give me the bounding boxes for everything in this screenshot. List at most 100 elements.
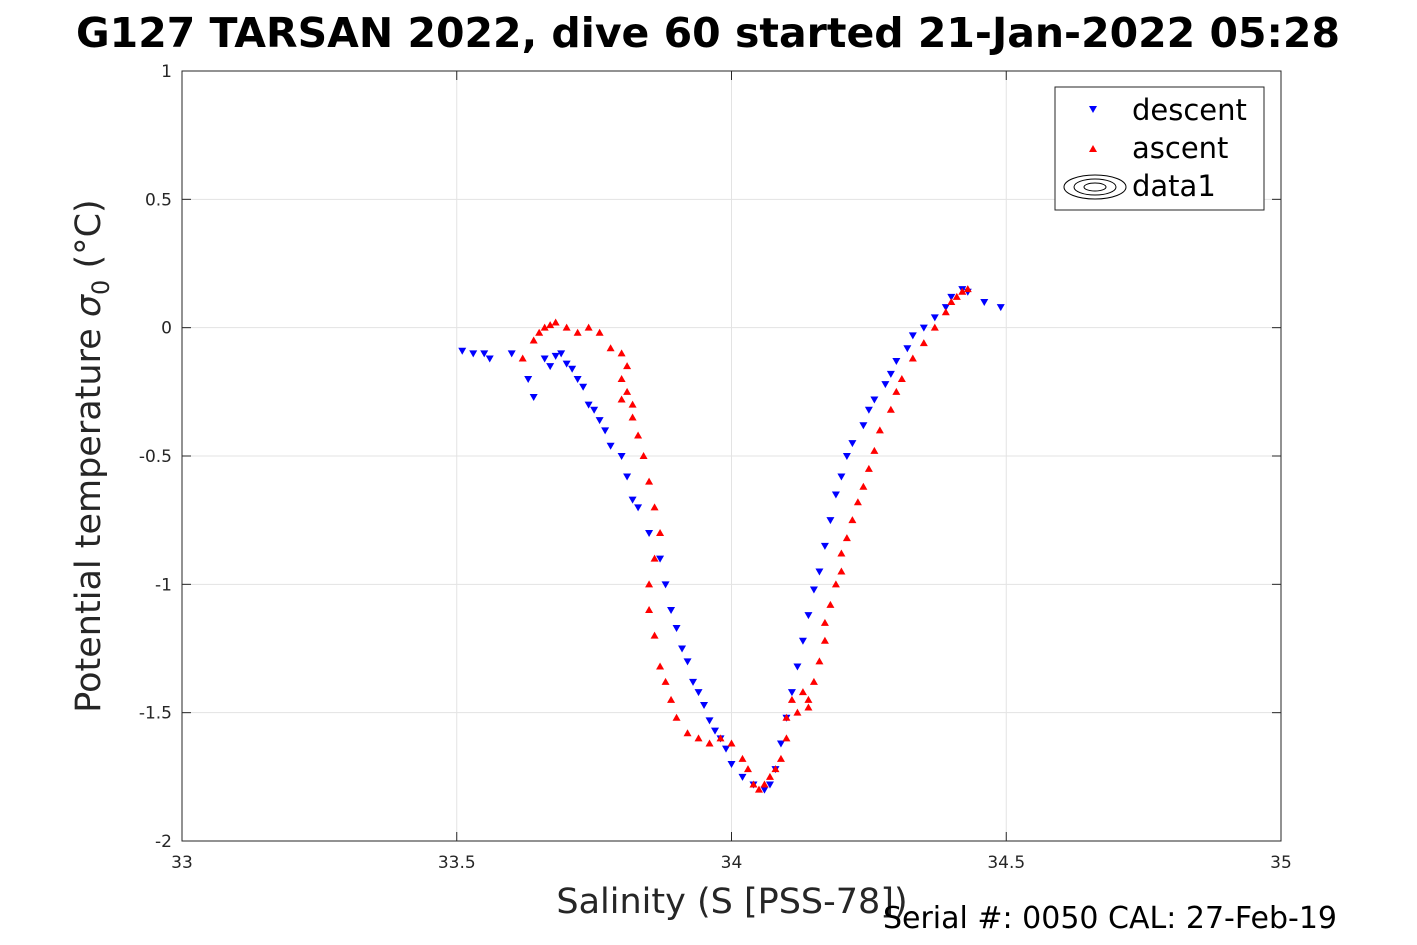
ascent-point	[870, 446, 879, 454]
ascent-point	[831, 580, 840, 588]
descent-point	[529, 393, 538, 401]
descent-point	[645, 530, 654, 537]
legend-data1-marker	[1063, 174, 1127, 200]
y-tick-label: 0	[161, 319, 172, 339]
ascent-point	[908, 354, 917, 362]
ascent-point	[804, 695, 813, 703]
descent-point	[947, 293, 956, 301]
ascent-point	[848, 516, 857, 524]
descent-point	[711, 727, 720, 735]
descent-point	[815, 568, 824, 576]
ascent-point	[639, 452, 648, 459]
x-tick-label: 34	[721, 853, 743, 873]
descent-point	[485, 355, 494, 363]
legend-ascent-marker	[1089, 145, 1097, 152]
descent-point	[837, 473, 846, 481]
ascent-point	[628, 400, 637, 408]
ascent-point	[606, 344, 615, 352]
legend-data1-label: data1	[1132, 169, 1216, 203]
descent-point	[826, 517, 835, 525]
ascent-point	[864, 464, 873, 472]
x-tick-label: 35	[1270, 853, 1292, 873]
ascent-point	[617, 349, 626, 357]
ascent-point	[683, 729, 692, 737]
serial-calibration-note: Serial #: 0050 CAL: 27-Feb-19	[883, 901, 1337, 936]
descent-point	[886, 370, 895, 378]
ascent-point	[650, 554, 659, 562]
descent-point	[672, 624, 681, 632]
legend[interactable]: descent ascent data1	[1054, 86, 1265, 211]
descent-point	[480, 350, 489, 358]
descent-point	[507, 350, 516, 358]
descent-point	[996, 304, 1005, 312]
ascent-point	[947, 298, 956, 305]
descent-point	[595, 417, 604, 425]
y-axis-label: Potential temperature σ0 (°C)	[69, 199, 115, 712]
descent-point	[787, 689, 796, 697]
descent-point	[458, 347, 467, 355]
x-tick-label: 34.5	[987, 853, 1025, 873]
descent-point	[738, 773, 747, 781]
ascent-point	[853, 498, 862, 506]
ascent-point	[694, 734, 703, 742]
ascent-point	[892, 387, 901, 395]
ascent-point	[837, 567, 846, 575]
ascent-point	[645, 580, 654, 588]
ascent-point	[782, 713, 791, 721]
ascent-point	[826, 600, 835, 608]
ascent-point	[634, 431, 643, 439]
descent-point	[798, 637, 807, 645]
descent-point	[606, 442, 615, 450]
y-tick-label: -1	[155, 575, 172, 595]
ascent-point	[738, 754, 747, 762]
descent-point	[903, 345, 912, 353]
legend-ascent-label: ascent	[1132, 131, 1228, 165]
descent-point	[809, 586, 818, 594]
ascent-point	[798, 688, 807, 696]
ascent-point	[875, 426, 884, 434]
ascent-point	[667, 695, 676, 703]
axes-box	[181, 70, 1282, 842]
y-tick-labels: 1 0.5 0 -0.5 -1 -1.5 -2	[139, 62, 172, 852]
x-tick-labels: 33 33.5 34 34.5 35	[171, 853, 1292, 873]
ascent-point	[661, 677, 670, 685]
descent-point	[760, 786, 769, 794]
ascent-point	[963, 285, 972, 293]
ascent-point	[584, 323, 593, 331]
descent-point	[705, 717, 714, 725]
ascent-point	[809, 677, 818, 685]
descent-point	[727, 761, 736, 768]
descent-point	[848, 440, 857, 448]
descent-point	[634, 504, 643, 512]
y-tick-label: -2	[155, 832, 172, 852]
ascent-point	[793, 708, 802, 716]
descent-point	[700, 701, 709, 709]
ascent-point	[727, 739, 736, 747]
x-tick-label: 33	[171, 853, 193, 873]
ascent-point	[716, 734, 725, 742]
ascent-point	[820, 636, 829, 644]
ascent-point	[645, 477, 654, 485]
descent-point	[678, 645, 687, 653]
ascent-point	[952, 292, 961, 300]
descent-point	[870, 396, 879, 404]
y-tick-label: 1	[161, 62, 172, 82]
descent-point	[562, 360, 571, 368]
descent-point	[579, 383, 588, 391]
ascent-point	[656, 662, 665, 670]
ascent-point	[787, 695, 796, 703]
ascent-point	[782, 734, 791, 742]
descent-point	[820, 542, 829, 550]
ascent-point	[518, 354, 527, 362]
grid-lines	[181, 70, 1282, 842]
ascent-point	[595, 328, 604, 336]
ascent-point	[941, 308, 950, 316]
ascent-point	[672, 713, 681, 721]
descent-point	[573, 376, 582, 383]
ascent-point	[919, 339, 928, 347]
descent-point	[722, 745, 731, 753]
descent-point	[842, 453, 851, 460]
ascent-point	[765, 772, 774, 780]
ascent-point	[820, 618, 829, 626]
